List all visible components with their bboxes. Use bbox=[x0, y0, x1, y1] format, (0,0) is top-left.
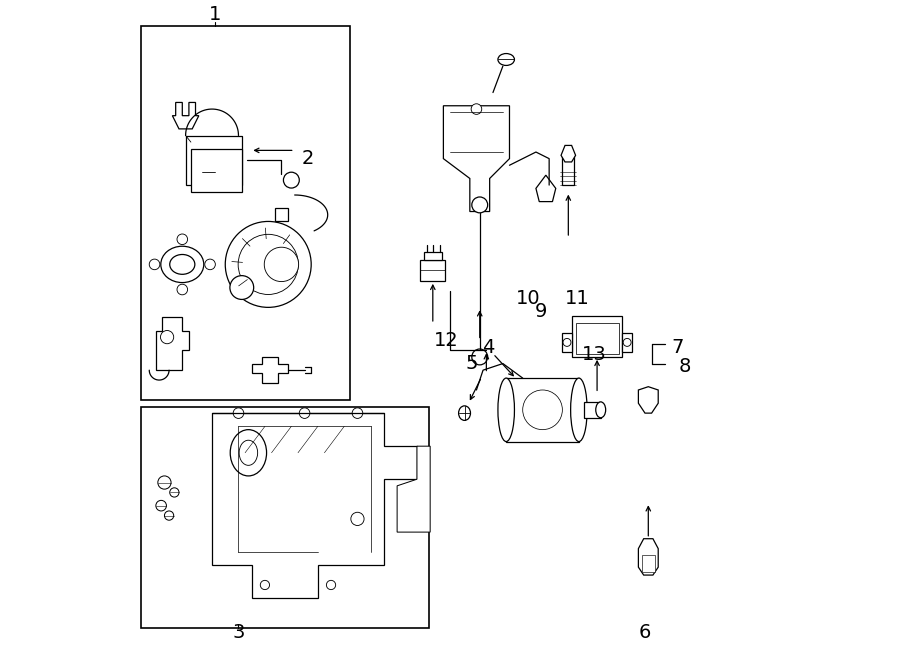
Circle shape bbox=[523, 390, 562, 430]
Polygon shape bbox=[156, 317, 189, 370]
Ellipse shape bbox=[161, 247, 203, 283]
Text: 8: 8 bbox=[679, 358, 691, 376]
Bar bbox=[141, 26, 349, 400]
Text: 2: 2 bbox=[302, 149, 314, 168]
Circle shape bbox=[300, 408, 310, 418]
Text: 13: 13 bbox=[581, 346, 607, 364]
Text: 9: 9 bbox=[535, 303, 547, 321]
Circle shape bbox=[623, 338, 631, 346]
Text: 7: 7 bbox=[672, 338, 684, 356]
Circle shape bbox=[149, 259, 160, 270]
Ellipse shape bbox=[498, 54, 515, 65]
Bar bbox=[141, 407, 428, 628]
Bar bbox=[584, 402, 600, 418]
Text: 10: 10 bbox=[516, 290, 540, 308]
Ellipse shape bbox=[230, 430, 266, 476]
Circle shape bbox=[352, 408, 363, 418]
Text: 11: 11 bbox=[564, 290, 590, 308]
Circle shape bbox=[177, 284, 187, 295]
Polygon shape bbox=[252, 357, 288, 383]
Bar bbox=[420, 260, 446, 281]
Text: 3: 3 bbox=[232, 623, 245, 642]
Polygon shape bbox=[638, 539, 658, 575]
Circle shape bbox=[472, 349, 488, 365]
Text: 5: 5 bbox=[465, 354, 478, 373]
Circle shape bbox=[205, 259, 215, 270]
Circle shape bbox=[233, 408, 244, 418]
Bar bbox=[562, 333, 572, 352]
Ellipse shape bbox=[239, 440, 257, 465]
Bar bbox=[642, 555, 655, 572]
Text: 12: 12 bbox=[435, 331, 459, 350]
Polygon shape bbox=[536, 175, 556, 202]
Bar bbox=[572, 316, 622, 357]
Circle shape bbox=[165, 511, 174, 520]
Polygon shape bbox=[444, 106, 509, 212]
Text: 6: 6 bbox=[639, 623, 652, 642]
Circle shape bbox=[170, 488, 179, 497]
Ellipse shape bbox=[596, 402, 606, 418]
Polygon shape bbox=[173, 102, 199, 129]
Bar bbox=[191, 149, 242, 192]
Ellipse shape bbox=[170, 254, 195, 274]
Circle shape bbox=[177, 234, 187, 245]
Circle shape bbox=[225, 221, 311, 307]
Bar bbox=[185, 136, 242, 185]
Circle shape bbox=[160, 330, 174, 344]
Circle shape bbox=[563, 338, 571, 346]
Circle shape bbox=[158, 476, 171, 489]
Polygon shape bbox=[274, 208, 288, 221]
Circle shape bbox=[230, 276, 254, 299]
Polygon shape bbox=[638, 387, 658, 413]
Bar bbox=[622, 333, 632, 352]
Polygon shape bbox=[212, 413, 417, 598]
Circle shape bbox=[238, 235, 298, 295]
Ellipse shape bbox=[459, 406, 471, 420]
Bar bbox=[562, 155, 574, 185]
Ellipse shape bbox=[571, 378, 587, 442]
Circle shape bbox=[327, 580, 336, 590]
Bar bbox=[424, 252, 442, 260]
Bar bbox=[576, 323, 618, 354]
Ellipse shape bbox=[498, 378, 515, 442]
Circle shape bbox=[284, 173, 300, 188]
Text: 4: 4 bbox=[482, 338, 494, 356]
Text: 1: 1 bbox=[209, 5, 221, 24]
Circle shape bbox=[351, 512, 364, 525]
Circle shape bbox=[472, 197, 488, 213]
Bar bbox=[506, 378, 579, 442]
Circle shape bbox=[156, 500, 166, 511]
Polygon shape bbox=[561, 145, 576, 162]
Circle shape bbox=[265, 247, 299, 282]
Circle shape bbox=[472, 104, 482, 114]
Polygon shape bbox=[397, 446, 430, 532]
Circle shape bbox=[260, 580, 269, 590]
